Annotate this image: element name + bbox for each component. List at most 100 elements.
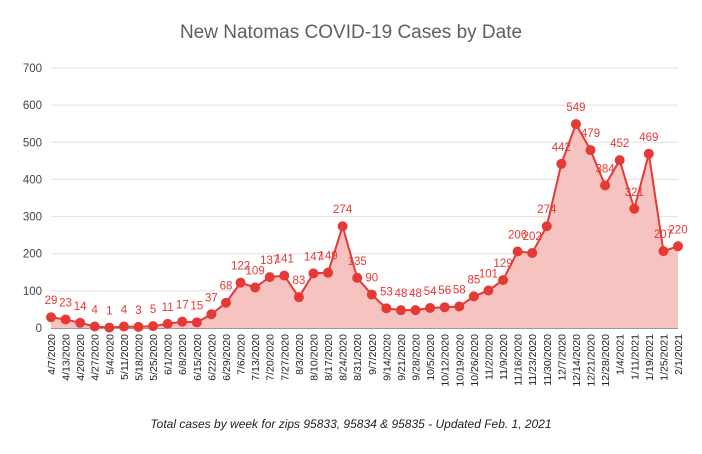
x-tick-label: 1/25/2021 [658, 334, 670, 381]
data-label: 85 [467, 274, 480, 286]
data-label: 129 [493, 258, 512, 270]
x-tick-label: 10/5/2020 [425, 334, 437, 381]
y-tick-label: 200 [23, 249, 42, 261]
data-point [658, 246, 669, 257]
y-tick-label: 600 [23, 100, 42, 112]
data-label: 53 [380, 286, 393, 298]
x-tick-label: 8/17/2020 [323, 334, 335, 381]
data-point [89, 321, 100, 332]
data-label: 274 [537, 204, 557, 216]
data-label: 469 [639, 132, 658, 144]
data-label: 274 [333, 204, 353, 216]
x-tick-label: 9/21/2020 [396, 334, 408, 381]
x-tick-label: 10/26/2020 [469, 334, 481, 387]
x-tick-label: 2/1/2021 [673, 334, 685, 375]
data-label: 3 [135, 305, 141, 317]
data-point [556, 158, 567, 169]
data-label: 137 [260, 255, 279, 267]
x-tick-label: 11/30/2020 [542, 334, 554, 386]
data-point [60, 314, 71, 325]
data-label: 149 [318, 251, 337, 263]
x-tick-label: 7/27/2020 [279, 334, 291, 381]
data-label: 83 [292, 275, 305, 287]
x-tick-label: 4/13/2020 [61, 334, 73, 381]
data-point [220, 297, 231, 308]
x-tick-label: 5/11/2020 [119, 334, 131, 380]
x-tick-label: 6/8/2020 [177, 334, 189, 375]
data-label: 56 [438, 285, 451, 297]
data-point [454, 301, 465, 312]
data-label: 147 [304, 251, 323, 263]
chart-title: New Natomas COVID-19 Cases by Date [179, 22, 523, 43]
data-label: 549 [566, 102, 585, 114]
data-point [527, 247, 538, 258]
data-point [395, 305, 406, 316]
x-tick-label: 12/21/2020 [586, 334, 598, 387]
data-point [250, 282, 261, 293]
x-tick-label: 11/16/2020 [513, 334, 525, 386]
y-tick-label: 400 [23, 174, 42, 186]
data-point [585, 145, 596, 156]
chart-caption: Total cases by week for zips 95833, 9583… [150, 417, 552, 431]
data-point [264, 272, 275, 283]
data-label: 90 [365, 273, 378, 285]
data-label: 58 [453, 284, 466, 296]
x-tick-label: 5/4/2020 [104, 334, 116, 375]
data-label: 48 [409, 288, 422, 300]
data-label: 5 [150, 304, 156, 316]
x-tick-label: 1/19/2021 [644, 334, 656, 381]
data-label: 141 [275, 254, 294, 266]
x-tick-label: 9/28/2020 [411, 334, 423, 381]
x-tick-label: 7/6/2020 [236, 334, 248, 375]
data-label: 15 [190, 300, 203, 312]
data-label: 4 [92, 305, 99, 317]
data-label: 37 [205, 292, 218, 304]
x-tick-label: 12/28/2020 [600, 334, 612, 387]
data-point [366, 289, 377, 300]
y-tick-label: 300 [23, 212, 42, 224]
data-label: 54 [424, 286, 437, 298]
x-tick-label: 12/14/2020 [571, 334, 583, 387]
data-label: 206 [508, 229, 527, 241]
data-label: 207 [654, 229, 673, 241]
x-tick-label: 8/31/2020 [352, 334, 364, 381]
data-label: 101 [479, 268, 498, 280]
y-tick-label: 500 [23, 137, 42, 149]
x-tick-label: 7/13/2020 [250, 334, 262, 381]
x-tick-label: 10/19/2020 [454, 334, 466, 387]
data-label: 48 [395, 288, 408, 300]
data-label: 384 [595, 163, 615, 175]
data-point [381, 303, 392, 314]
data-point [410, 305, 421, 316]
x-tick-label: 4/7/2020 [46, 334, 58, 375]
data-point [468, 291, 479, 302]
data-point [614, 155, 625, 166]
data-point [177, 316, 188, 327]
area-fill [51, 124, 678, 328]
data-label: 17 [176, 300, 189, 312]
data-point [629, 203, 640, 214]
data-label: 23 [59, 297, 72, 309]
x-tick-label: 9/14/2020 [381, 334, 393, 381]
data-point [162, 318, 173, 329]
data-point [337, 221, 348, 232]
data-point [133, 321, 144, 332]
data-point [206, 309, 217, 320]
data-point [673, 241, 683, 252]
data-point [498, 275, 509, 286]
x-tick-label: 11/23/2020 [527, 334, 539, 386]
x-tick-label: 4/20/2020 [75, 334, 87, 381]
data-point [308, 268, 319, 279]
data-point [191, 317, 202, 328]
data-label: 122 [231, 261, 250, 273]
data-point [279, 270, 290, 281]
data-label: 135 [348, 256, 367, 268]
data-point [323, 267, 334, 278]
data-point [570, 119, 581, 130]
y-tick-label: 700 [23, 63, 42, 75]
data-label: 4 [121, 305, 128, 317]
x-tick-label: 10/12/2020 [440, 334, 452, 387]
x-tick-label: 12/7/2020 [556, 334, 568, 381]
x-tick-label: 8/3/2020 [294, 334, 306, 375]
